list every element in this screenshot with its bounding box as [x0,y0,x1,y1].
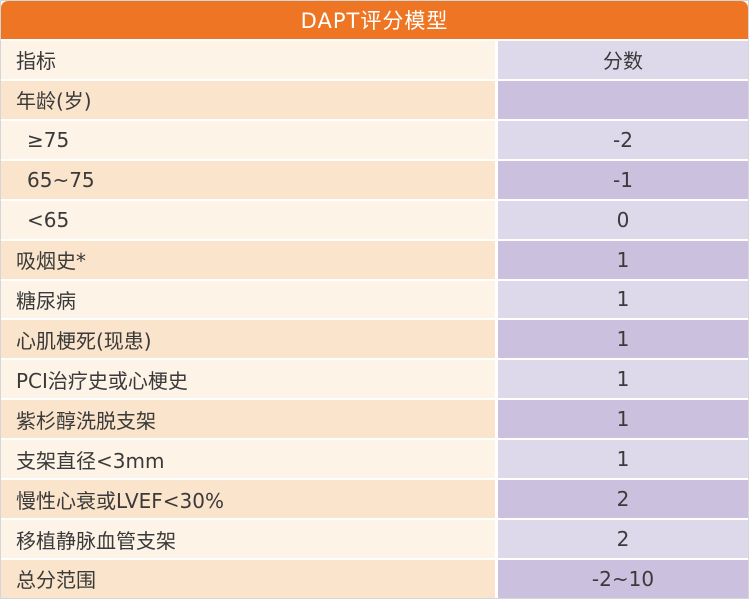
table-row: 移植静脉血管支架 2 [1,520,748,558]
column-header-indicator: 指标 [1,41,495,79]
score-cell [498,80,748,119]
table-row: PCI治疗史或心梗史 1 [1,360,748,399]
table-row: 65~75 -1 [1,160,748,199]
indicator-cell: 总分范围 [1,559,495,598]
score-cell: 1 [498,440,748,479]
indicator-cell: 慢性心衰或LVEF<30% [1,480,495,519]
table-header-row: 指标 分数 [1,41,748,79]
table-row: 糖尿病 1 [1,280,748,319]
score-cell: 1 [498,240,748,279]
score-cell: 1 [498,400,748,439]
indicator-cell: 紫杉醇洗脱支架 [1,400,495,439]
table-row: <65 0 [1,200,748,239]
table-row: 总分范围 -2~10 [1,559,748,598]
indicator-cell: <65 [1,200,495,239]
indicator-cell: 心肌梗死(现患) [1,320,495,359]
table-row: 支架直径<3mm 1 [1,440,748,479]
indicator-cell: 年龄(岁) [1,80,495,119]
table-row: 心肌梗死(现患) 1 [1,320,748,359]
indicator-cell: PCI治疗史或心梗史 [1,360,495,399]
score-cell: 1 [498,360,748,399]
score-cell: -2 [498,120,748,159]
score-cell: 2 [498,520,748,558]
indicator-cell: 支架直径<3mm [1,440,495,479]
indicator-cell: 糖尿病 [1,280,495,319]
indicator-cell: 65~75 [1,160,495,199]
score-cell: -2~10 [498,559,748,598]
table-body: 指标 分数 年龄(岁) ≥75 -2 65~75 -1 <65 0 吸烟史* 1… [1,39,748,598]
table-row: 吸烟史* 1 [1,240,748,279]
score-cell: -1 [498,160,748,199]
score-cell: 0 [498,200,748,239]
score-cell: 1 [498,320,748,359]
table-row: 紫杉醇洗脱支架 1 [1,400,748,439]
indicator-cell: 吸烟史* [1,240,495,279]
table-row: 年龄(岁) [1,80,748,119]
table-row: ≥75 -2 [1,120,748,159]
table-row: 慢性心衰或LVEF<30% 2 [1,480,748,519]
score-cell: 2 [498,480,748,519]
indicator-cell: 移植静脉血管支架 [1,520,495,558]
table-title: DAPT评分模型 [300,9,449,33]
table-title-bar: DAPT评分模型 [1,1,748,39]
score-cell: 1 [498,280,748,319]
indicator-cell: ≥75 [1,120,495,159]
column-header-score: 分数 [498,41,748,79]
